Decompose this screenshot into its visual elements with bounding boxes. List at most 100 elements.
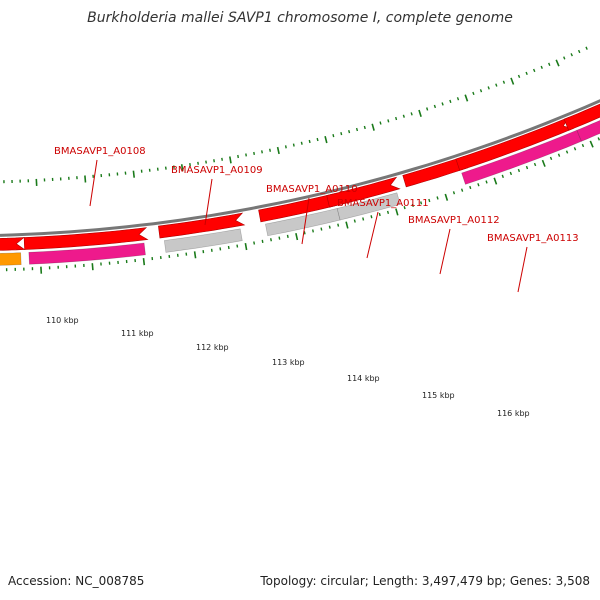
leader-line	[301, 197, 310, 245]
gene-label-a0111: BMASAVP1_A0111	[337, 198, 429, 209]
inner-tick	[276, 146, 280, 155]
inner-tick	[555, 59, 560, 67]
leader-line	[89, 159, 98, 207]
inner-tick	[570, 53, 573, 57]
outer-tick	[403, 206, 406, 210]
gene-label-a0109: BMASAVP1_A0109	[171, 165, 263, 176]
inner-tick	[395, 116, 398, 121]
outer-tick	[452, 191, 456, 195]
outer-tick	[328, 225, 331, 229]
leader-line	[204, 178, 213, 226]
outer-tick	[253, 241, 256, 245]
accession-text: Accession: NC_008785	[8, 574, 145, 588]
outer-tick	[509, 171, 513, 176]
outer-tick	[460, 188, 464, 192]
inner-tick	[300, 141, 303, 145]
leader-line	[517, 246, 528, 293]
outer-tick	[469, 185, 472, 190]
outer-tick	[411, 203, 414, 208]
inner-tick	[261, 150, 263, 154]
inner-tick	[213, 159, 215, 163]
inner-tick	[348, 130, 351, 134]
outer-tick	[525, 165, 529, 170]
inner-tick	[284, 145, 287, 149]
inner-tick	[180, 164, 184, 172]
outer-tick	[227, 245, 230, 250]
inner-tick	[308, 139, 311, 144]
outer-tick	[362, 217, 365, 221]
inner-tick	[464, 94, 469, 102]
gene-a0108	[28, 242, 146, 265]
outer-tick	[420, 201, 423, 205]
inner-tick	[84, 175, 87, 183]
outer-tick	[370, 215, 373, 219]
inner-tick	[510, 77, 515, 85]
outer-tick	[303, 231, 306, 235]
outer-tick	[353, 219, 356, 223]
gene-a0111	[336, 192, 401, 221]
outer-tick	[589, 140, 594, 148]
cds-a0111	[326, 176, 401, 208]
gene-label-a0110: BMASAVP1_A0110	[266, 184, 358, 195]
inner-tick	[502, 80, 506, 84]
outer-tick	[244, 242, 248, 251]
inner-tick	[402, 114, 405, 118]
outer-tick	[501, 174, 504, 179]
inner-tick	[418, 109, 422, 117]
inner-tick	[340, 132, 343, 136]
outer-tick	[337, 223, 340, 227]
outer-tick	[444, 193, 449, 201]
cds-a0108	[23, 227, 149, 250]
leader-line	[366, 211, 379, 259]
inner-tick	[164, 166, 167, 170]
inner-tick	[525, 71, 528, 76]
inner-tick	[332, 134, 335, 138]
outer-tick	[386, 210, 390, 214]
gene-label-a0113: BMASAVP1_A0113	[487, 233, 579, 244]
kbp-label-114: 114 kbp	[347, 374, 380, 383]
gene-orange	[0, 252, 22, 266]
inner-tick	[517, 74, 521, 79]
inner-tick	[585, 46, 588, 50]
outer-tick	[278, 236, 281, 240]
inner-tick	[237, 154, 239, 159]
outer-tick	[286, 234, 289, 239]
cds-a0109	[158, 212, 246, 239]
gene-label-a0112: BMASAVP1_A0112	[408, 215, 500, 226]
inner-tick	[532, 68, 536, 73]
inner-tick	[355, 127, 359, 132]
inner-tick	[371, 123, 375, 131]
inner-tick	[324, 136, 328, 144]
outer-tick	[477, 183, 480, 187]
outer-tick	[345, 221, 349, 229]
outer-tick	[312, 229, 314, 233]
outer-tick	[493, 177, 498, 185]
inner-tick	[577, 49, 581, 54]
inner-tick	[229, 156, 232, 164]
inner-tick	[245, 153, 247, 157]
kbp-label-110: 110 kbp	[46, 316, 79, 325]
outer-tick	[485, 180, 488, 184]
inner-tick	[456, 97, 460, 101]
outer-tick	[581, 143, 585, 148]
inner-tick	[316, 137, 319, 142]
inner-tick	[221, 157, 223, 161]
outer-tick	[261, 239, 264, 244]
outer-tick	[428, 198, 431, 203]
kbp-label-113: 113 kbp	[272, 358, 305, 367]
outer-tick	[517, 168, 521, 173]
outer-tick	[142, 258, 146, 266]
inner-tick	[253, 151, 255, 156]
outer-tick	[557, 153, 561, 157]
inner-tick	[205, 160, 207, 164]
outer-tick	[395, 208, 399, 216]
inner-tick	[548, 62, 551, 66]
inner-tick	[269, 148, 271, 152]
outer-tick	[597, 137, 600, 141]
genome-info-text: Topology: circular; Length: 3,497,479 bp…	[260, 574, 590, 588]
cds-arrow	[0, 237, 26, 251]
outer-tick	[378, 212, 381, 217]
outer-tick	[573, 147, 577, 151]
kbp-label-111: 111 kbp	[121, 329, 154, 338]
